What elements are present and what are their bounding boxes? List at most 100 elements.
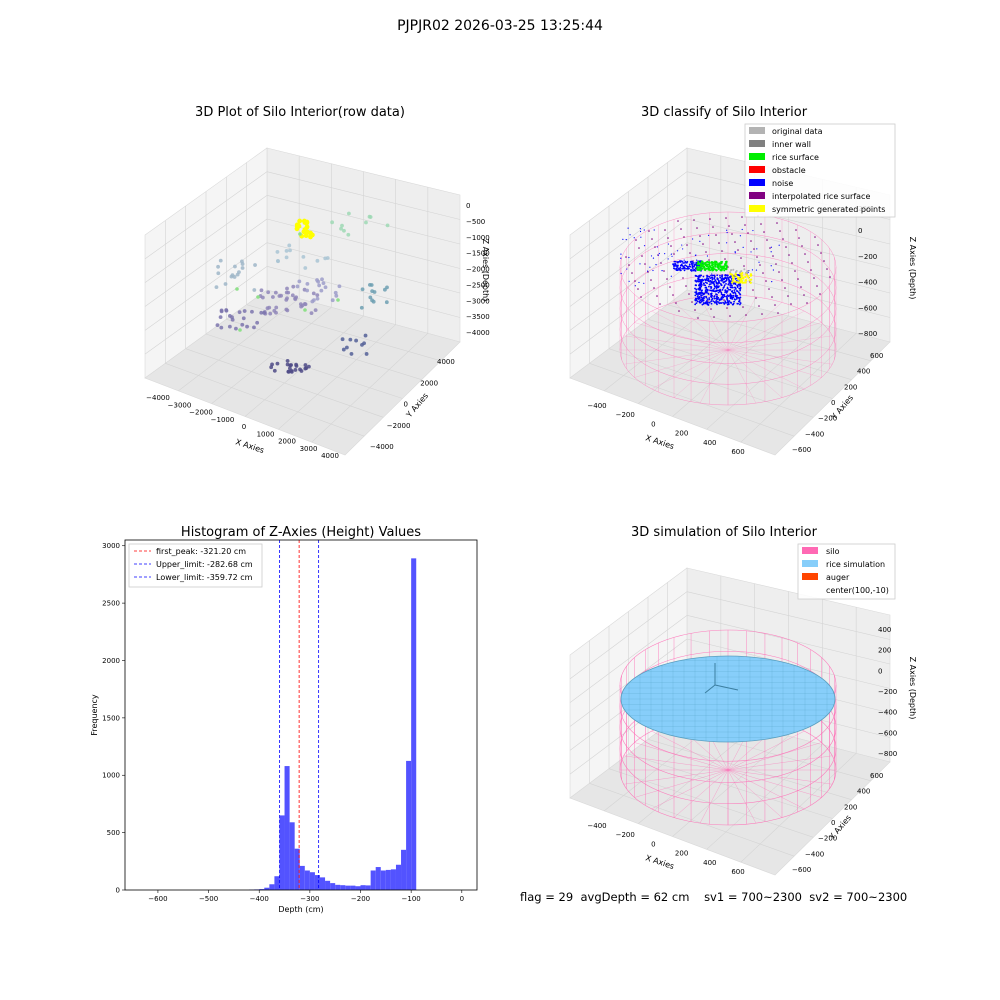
noise-point [707,285,710,288]
data-point [300,303,305,308]
noise-point [704,278,706,281]
data-point [234,326,238,331]
noise-point [627,227,629,229]
interpolated-point [814,236,816,238]
data-point [272,368,277,373]
histogram-bar [365,885,371,890]
data-point [368,295,373,300]
data-point [384,300,389,305]
interpolated-point [641,255,643,257]
noise-point [710,274,712,277]
y-tick-label: −600 [792,446,811,454]
noise-point [726,231,728,234]
interpolated-point [654,246,656,248]
interpolated-point [752,289,754,291]
interpolated-point [745,314,747,316]
x-tick-label: 400 [703,859,716,867]
legend-label: original data [772,127,823,136]
silo-floor-spoke [673,769,729,818]
raw-data-3d-plot: 3D Plot of Silo Interior(row data) −4000… [144,105,490,460]
noise-point [694,274,697,277]
interpolated-point [823,260,825,262]
interpolated-point [685,285,687,287]
noise-point [730,296,733,298]
data-point [265,306,270,311]
noise-point [711,281,714,284]
grid-line [311,333,429,443]
silo-floor-spoke [623,349,729,365]
noise-point [697,288,700,290]
interpolated-point [638,247,640,249]
data-point [344,345,349,350]
noise-point [702,302,705,304]
noise-point [706,282,708,285]
noise-point [710,299,713,301]
data-point [293,368,298,372]
silo-floor-spoke [727,769,757,824]
interpolated-point [628,264,630,266]
data-point [305,288,310,293]
histogram-bar [375,867,381,890]
data-point [320,277,324,282]
classified-points [620,215,831,319]
interpolated-point [744,224,746,226]
y-tick-label: −600 [792,866,811,874]
interpolated-point [794,270,796,272]
interpolated-point [771,296,773,298]
x-tick-label: 600 [731,868,744,876]
noise-point [729,293,732,296]
noise-point [713,287,716,290]
noise-point [770,246,772,248]
noise-point [723,294,725,297]
noise-point [723,284,726,287]
noise-point [702,292,705,295]
interpolated-point [820,252,822,254]
z-tick-label: −2000 [466,266,490,274]
histogram-title: Histogram of Z-Axies (Height) Values [181,525,421,540]
interpolated-point [702,243,704,245]
histogram-bar [259,889,265,890]
rice-surface-point [717,264,720,267]
noise-point [694,287,696,290]
noise-point [681,267,684,270]
legend-swatch [802,573,818,580]
noise-point [710,280,713,283]
interpolated-point [817,244,819,246]
interpolated-point [766,239,768,241]
silo-floor-spoke [727,302,783,351]
noise-point [726,294,729,297]
interpolated-point [650,279,652,281]
y-tick-label: 600 [870,352,883,360]
rice-surface-point [696,268,699,271]
noise-point [653,229,655,231]
noise-point [718,285,720,288]
y-tick-label: 400 [857,368,870,376]
data-point [363,333,368,338]
silo-floor-spoke [727,322,822,351]
z-tick-label: −4000 [466,329,490,337]
data-point [286,369,291,374]
histogram-bar [304,870,310,890]
noise-point [629,234,631,236]
noise-point [699,293,702,295]
interpolated-point [660,262,662,264]
data-point [238,328,242,332]
data-point [277,294,282,298]
noise-point [729,301,732,304]
interpolated-point [768,288,770,290]
noise-point [699,287,702,290]
histogram-bar [325,880,331,890]
noise-point [685,267,687,270]
interpolated-point [810,269,812,271]
legend-label: interpolated rice surface [772,192,870,201]
data-point [259,310,264,315]
noise-point [713,297,716,300]
x-tick-label: 0 [651,420,655,428]
silo-floor-spoke [727,349,833,365]
x-tick-label: −400 [587,402,606,410]
noise-point [626,268,628,270]
rice-surface-point [707,261,710,264]
data-point [218,258,223,263]
data-point [303,363,308,367]
silo-floor-spoke [727,349,805,390]
